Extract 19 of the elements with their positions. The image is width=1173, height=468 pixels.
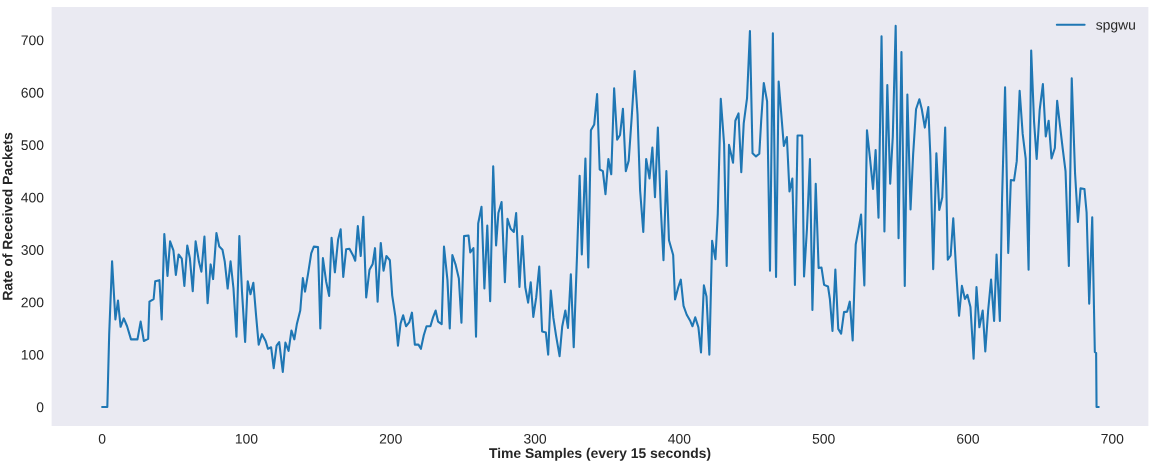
x-tick-label: 600 [957,433,980,444]
y-tick-label: 100 [21,349,44,360]
x-tick-label: 0 [98,433,106,444]
x-axis-title: Time Samples (every 15 seconds) [489,447,711,461]
y-tick-label: 500 [21,140,44,151]
x-tick-label: 100 [235,433,258,444]
y-tick-label: 0 [36,402,44,413]
y-tick-label: 300 [21,245,44,255]
y-tick-label: 600 [21,87,44,98]
x-tick-label: 300 [523,433,547,444]
x-tick-label: 700 [1101,433,1124,444]
x-tick-label: 400 [668,433,691,444]
y-axis-title: Rate of Received Packets [2,132,13,300]
x-tick-label: 500 [812,433,835,444]
y-tick-label: 400 [21,192,44,203]
y-tick-label: 200 [21,297,44,308]
y-tick-label: 700 [21,35,44,46]
x-tick-label: 200 [379,433,402,444]
legend-label: spgwu [1096,22,1135,33]
